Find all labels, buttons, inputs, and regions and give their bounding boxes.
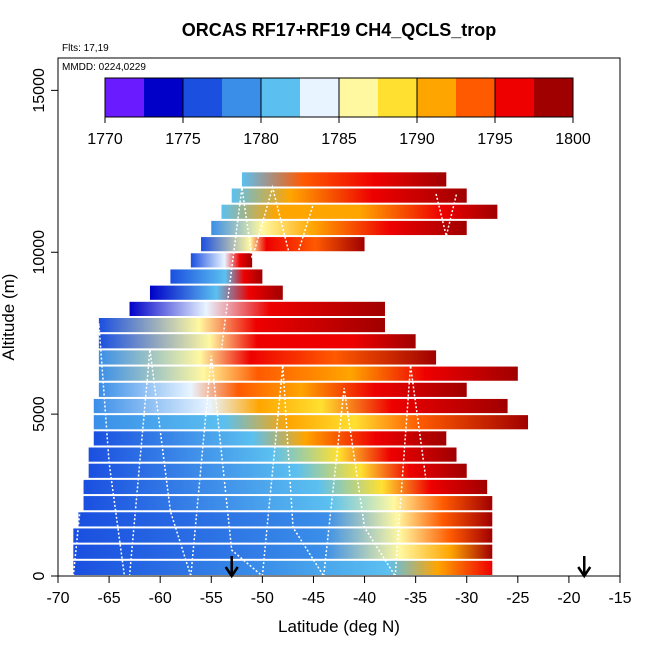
- colorbar-swatch: [222, 78, 262, 117]
- colorbar-swatch: [339, 78, 379, 117]
- heatmap-row: [88, 447, 457, 462]
- colorbar-swatch: [261, 78, 301, 117]
- flight-tracks: [72, 184, 458, 576]
- flight-track: [261, 365, 325, 576]
- heatmap-row: [170, 269, 263, 284]
- colorbar-tick-label: 1775: [165, 131, 201, 148]
- heatmap-row: [93, 398, 508, 414]
- heatmap-row: [129, 301, 385, 316]
- heatmap-rows: [73, 172, 529, 575]
- colorbar-swatch: [144, 78, 184, 117]
- x-tick-label: -45: [302, 590, 325, 607]
- heatmap-row: [201, 237, 365, 252]
- colorbar-swatch: [300, 78, 340, 117]
- colorbar-tick-label: 1790: [399, 131, 435, 148]
- heatmap-row: [98, 382, 467, 397]
- x-axis-label: Latitude (deg N): [278, 617, 400, 636]
- heatmap-row: [73, 528, 493, 543]
- heatmap-row: [149, 285, 283, 300]
- x-tick-label: -70: [46, 590, 69, 607]
- colorbar-tick-label: 1795: [477, 131, 513, 148]
- heatmap-row: [98, 350, 437, 365]
- heatmap-row: [78, 512, 493, 527]
- y-axis-label: Altitude (m): [0, 274, 18, 361]
- flight-track: [220, 184, 315, 350]
- x-tick-label: -20: [557, 590, 580, 607]
- x-tick-label: -55: [200, 590, 223, 607]
- flight-track: [190, 355, 263, 576]
- x-tick-label: -50: [251, 590, 274, 607]
- heatmap-row: [88, 463, 467, 478]
- colorbar-tick-label: 1770: [87, 131, 123, 148]
- x-tick-label: -35: [404, 590, 427, 607]
- y-tick-label: 0: [31, 571, 48, 580]
- x-tick-label: -60: [149, 590, 172, 607]
- heatmap-row: [73, 544, 493, 559]
- heatmap-row: [83, 479, 488, 495]
- heatmap-row: [221, 204, 498, 219]
- x-tick-label: -25: [506, 590, 529, 607]
- heatmap-row: [98, 334, 416, 349]
- x-tick-label: -15: [608, 590, 631, 607]
- heatmap-row: [98, 366, 518, 381]
- heatmap-row: [241, 172, 447, 187]
- colorbar-swatch: [378, 78, 418, 117]
- heatmap-row: [211, 220, 467, 236]
- colorbar-swatch: [534, 78, 574, 117]
- flight-track: [128, 349, 192, 576]
- chart-title: ORCAS RF17+RF19 CH4_QCLS_trop: [182, 20, 497, 40]
- date-note: MMDD: 0224,0229: [62, 62, 146, 73]
- heatmap-row: [98, 318, 385, 333]
- colorbar-swatch: [456, 78, 496, 117]
- plot-frame: [57, 57, 621, 577]
- colorbar-swatch: [495, 78, 535, 117]
- y-axis: 0 5000 10000 15000: [31, 68, 58, 580]
- flights-note: Flts: 17,19: [62, 43, 109, 54]
- heatmap-row: [93, 415, 529, 430]
- heatmap-row: [73, 560, 493, 575]
- heatmap-row: [93, 431, 447, 446]
- colorbar-tick-label: 1785: [321, 131, 357, 148]
- x-tick-label: -40: [353, 590, 376, 607]
- heatmap-row: [83, 496, 493, 511]
- colorbar-tick-label: 1780: [243, 131, 279, 148]
- colorbar-swatch: [417, 78, 457, 117]
- colorbar-swatch: [105, 78, 145, 117]
- y-tick-label: 10000: [31, 230, 48, 275]
- heatmap-row: [190, 253, 253, 268]
- x-axis: -70 -65 -60 -55 -50 -45 -40 -35 -30 -25 -20 -15: [46, 576, 632, 607]
- colorbar-swatch: [183, 78, 223, 117]
- flight-track: [435, 193, 458, 237]
- x-tick-label: -65: [98, 590, 121, 607]
- colorbar: 1770 1775 1780 1785 1790 1795 1800: [87, 77, 591, 148]
- colorbar-tick-label: 1800: [555, 131, 591, 148]
- heatmap-row: [231, 188, 467, 203]
- y-tick-label: 15000: [31, 68, 48, 113]
- x-tick-label: -30: [455, 590, 478, 607]
- y-tick-label: 5000: [31, 396, 48, 432]
